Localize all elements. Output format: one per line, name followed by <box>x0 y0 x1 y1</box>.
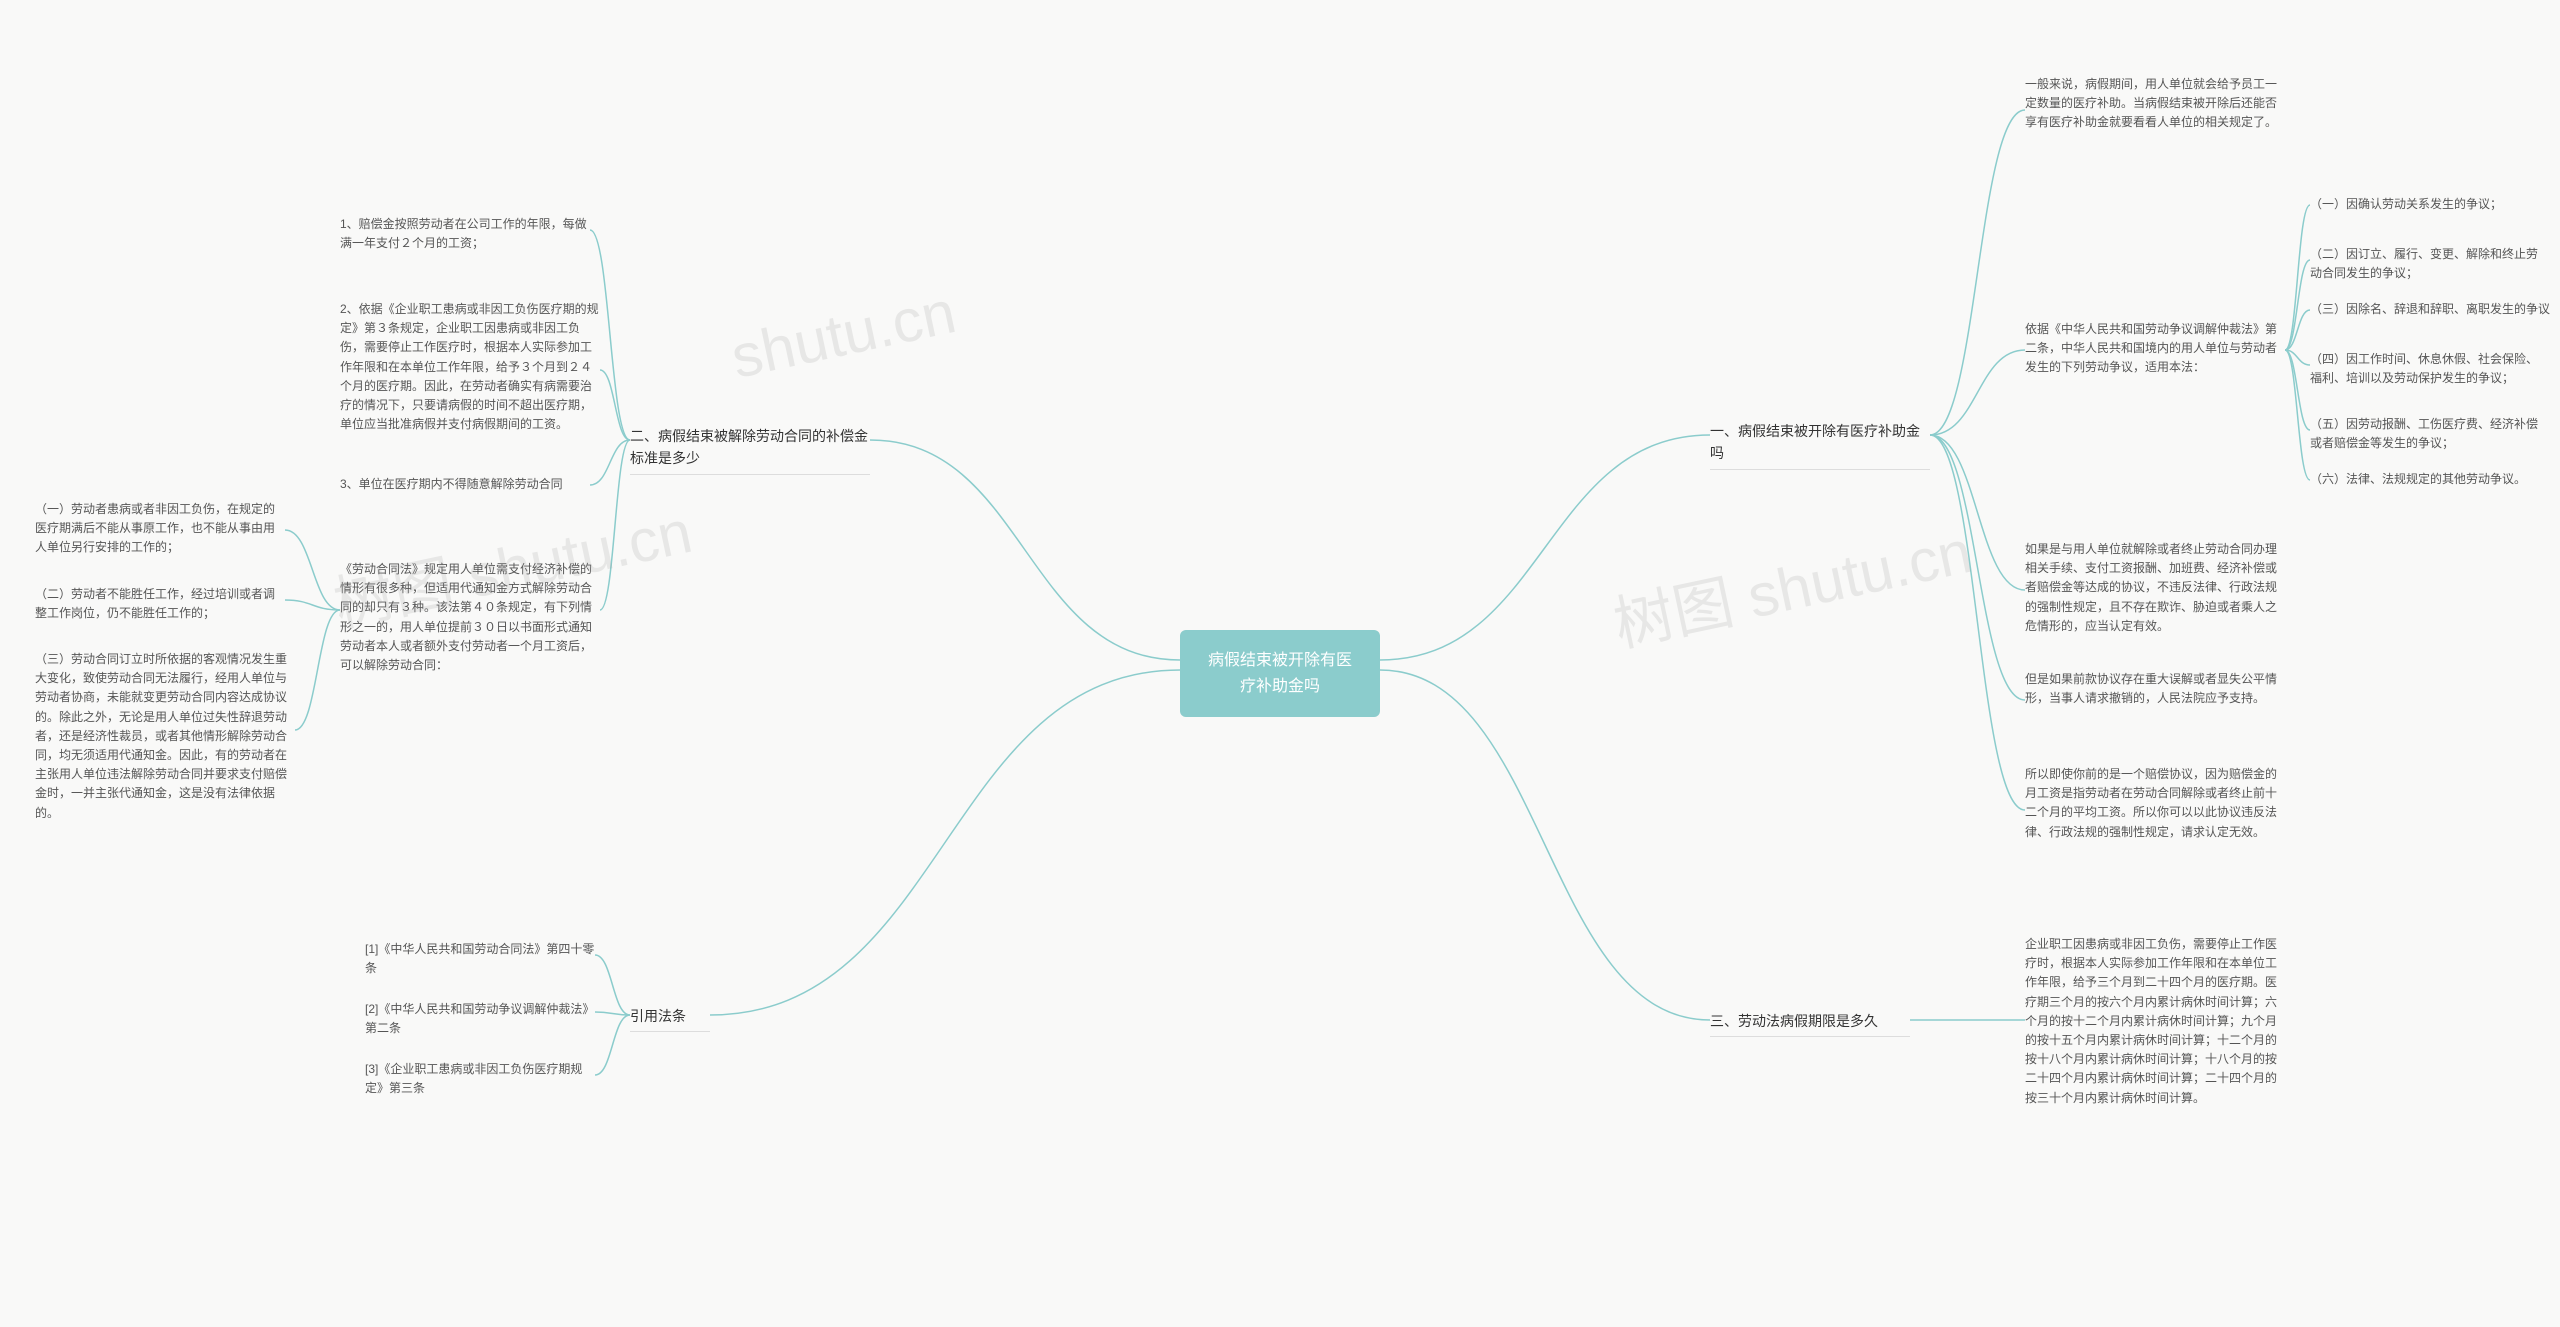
edge <box>2285 350 2310 430</box>
branch-node[interactable]: 二、病假结束被解除劳动合同的补偿金标准是多少 <box>630 425 870 475</box>
edge <box>710 670 1180 1015</box>
edge <box>285 600 340 610</box>
edge <box>595 1012 630 1015</box>
edge <box>285 530 340 610</box>
edge <box>590 440 630 485</box>
branch-node[interactable]: 引用法条 <box>630 1005 710 1032</box>
leaf-node: 企业职工因患病或非因工负伤，需要停止工作医疗时，根据本人实际参加工作年限和在本单… <box>2025 935 2285 1108</box>
center-node[interactable]: 病假结束被开除有医疗补助金吗 <box>1180 630 1380 717</box>
edge <box>1930 110 2025 435</box>
edge <box>1930 435 2025 590</box>
edge <box>295 610 340 730</box>
leaf-node: （二）因订立、履行、变更、解除和终止劳动合同发生的争议； <box>2310 245 2540 283</box>
leaf-node: （三）劳动合同订立时所依据的客观情况发生重大变化，致使劳动合同无法履行，经用人单… <box>35 650 295 823</box>
leaf-node: 所以即使你前的是一个赔偿协议，因为赔偿金的月工资是指劳动者在劳动合同解除或者终止… <box>2025 765 2285 842</box>
leaf-node: （五）因劳动报酬、工伤医疗费、经济补偿或者赔偿金等发生的争议； <box>2310 415 2540 453</box>
leaf-node: 1、赔偿金按照劳动者在公司工作的年限，每做满一年支付２个月的工资； <box>340 215 590 253</box>
leaf-node: [1]《中华人民共和国劳动合同法》第四十零条 <box>365 940 595 978</box>
leaf-node: 但是如果前款协议存在重大误解或者显失公平情形，当事人请求撤销的，人民法院应予支持… <box>2025 670 2285 708</box>
edge <box>2285 205 2310 350</box>
edge <box>1930 435 2025 700</box>
edge <box>595 955 630 1015</box>
edge <box>600 370 630 440</box>
leaf-node: （四）因工作时间、休息休假、社会保险、福利、培训以及劳动保护发生的争议； <box>2310 350 2540 388</box>
branch-node[interactable]: 一、病假结束被开除有医疗补助金吗 <box>1710 420 1930 470</box>
watermark: 树图 shutu.cn <box>1605 503 1979 664</box>
leaf-node: 如果是与用人单位就解除或者终止劳动合同办理相关手续、支付工资报酬、加班费、经济补… <box>2025 540 2285 636</box>
edge <box>595 1015 630 1075</box>
edge <box>1930 350 2025 435</box>
branch-node[interactable]: 三、劳动法病假期限是多久 <box>1710 1010 1910 1037</box>
edge <box>2285 260 2310 350</box>
edge <box>1380 435 1710 660</box>
edge <box>1930 435 2025 810</box>
leaf-node: 2、依据《企业职工患病或非因工负伤医疗期的规定》第３条规定，企业职工因患病或非因… <box>340 300 600 434</box>
leaf-node: [3]《企业职工患病或非因工负伤医疗期规定》第三条 <box>365 1060 595 1098</box>
edge <box>600 440 630 610</box>
edge <box>2285 350 2310 365</box>
leaf-node: 依据《中华人民共和国劳动争议调解仲裁法》第二条，中华人民共和国境内的用人单位与劳… <box>2025 320 2285 378</box>
leaf-node: （一）劳动者患病或者非因工负伤，在规定的医疗期满后不能从事原工作，也不能从事由用… <box>35 500 285 558</box>
watermark: shutu.cn <box>725 277 961 392</box>
edge <box>2285 310 2310 350</box>
leaf-node: （一）因确认劳动关系发生的争议； <box>2310 195 2540 214</box>
leaf-node: 《劳动合同法》规定用人单位需支付经济补偿的情形有很多种，但适用代通知金方式解除劳… <box>340 560 600 675</box>
leaf-node: （二）劳动者不能胜任工作，经过培训或者调整工作岗位，仍不能胜任工作的； <box>35 585 285 623</box>
edge <box>870 440 1180 660</box>
leaf-node: （三）因除名、辞退和辞职、离职发生的争议 <box>2310 300 2550 319</box>
edge <box>2285 350 2310 480</box>
edge <box>1380 670 1710 1020</box>
leaf-node: 一般来说，病假期间，用人单位就会给予员工一定数量的医疗补助。当病假结束被开除后还… <box>2025 75 2285 133</box>
leaf-node: （六）法律、法规规定的其他劳动争议。 <box>2310 470 2540 489</box>
leaf-node: 3、单位在医疗期内不得随意解除劳动合同 <box>340 475 590 494</box>
leaf-node: [2]《中华人民共和国劳动争议调解仲裁法》第二条 <box>365 1000 595 1038</box>
